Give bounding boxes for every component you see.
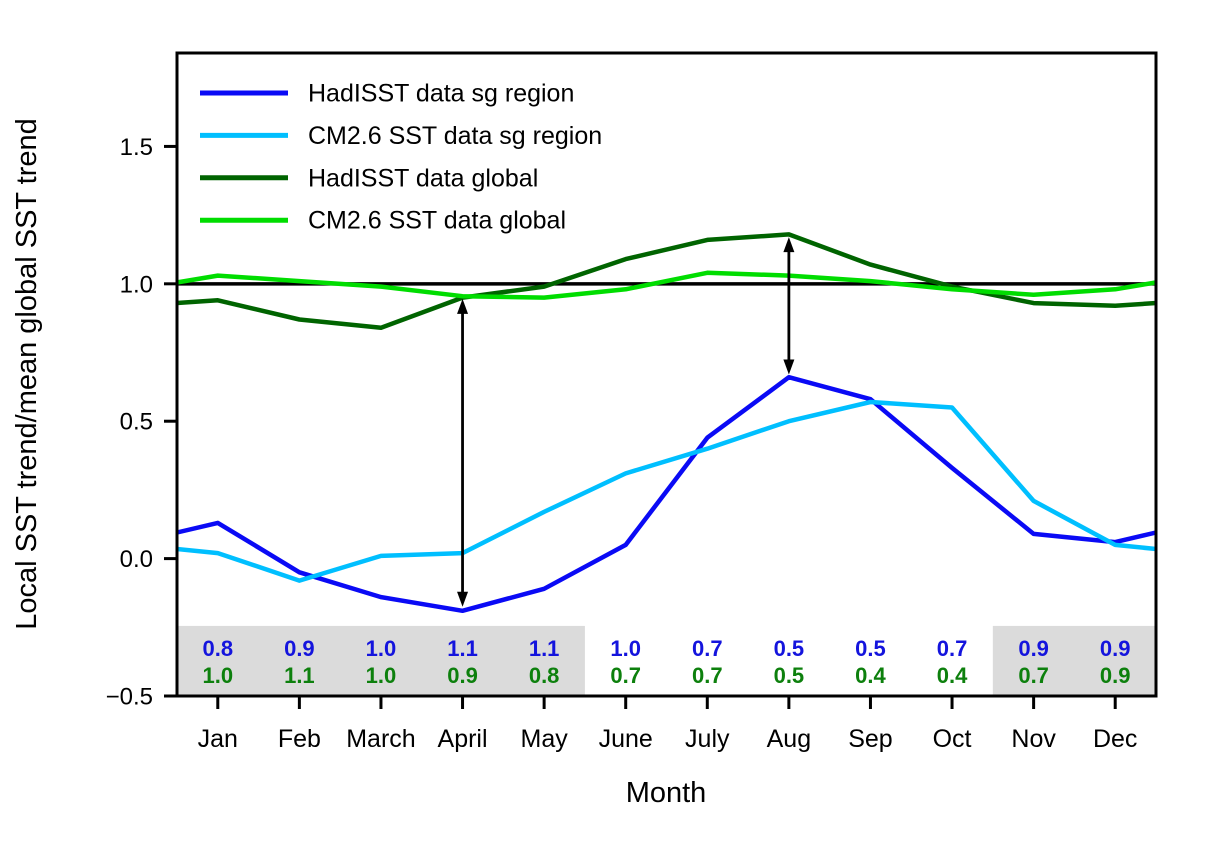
arrow-head-down-icon [457, 591, 469, 607]
annotation-value: 0.7 [610, 663, 641, 688]
annotation-value: 0.5 [774, 636, 805, 661]
y-axis-label: Local SST trend/mean global SST trend [11, 118, 43, 630]
legend-label-cm2-6-sst-data-global: CM2.6 SST data global [308, 207, 566, 235]
y-tick-label: 1.5 [120, 134, 153, 161]
x-tick-label: July [685, 725, 730, 753]
annotation-value: 0.4 [855, 663, 886, 688]
series-line-cm2-6-sst-data-sg-region [177, 399, 1156, 583]
annotation-value: 0.9 [1018, 636, 1049, 661]
annotation-value: 0.7 [692, 663, 723, 688]
y-tick-label: 0.5 [120, 409, 153, 436]
annotation-value: 0.9 [284, 636, 315, 661]
annotation-value: 1.1 [447, 636, 478, 661]
annotation-value: 0.8 [529, 663, 560, 688]
x-tick-label: March [346, 725, 415, 753]
annotation-value: 0.8 [202, 636, 233, 661]
annotation-value: 0.7 [692, 636, 723, 661]
series-line-hadisst-data-sg-region [177, 374, 1156, 614]
x-tick-label: May [521, 725, 569, 753]
y-tick-label: 1.0 [120, 271, 153, 298]
annotation-value: 0.5 [774, 663, 805, 688]
annotation-value: 0.9 [1100, 663, 1131, 688]
annotation-value: 0.4 [937, 663, 968, 688]
difference-arrows [457, 237, 795, 607]
x-tick-label: June [599, 725, 653, 753]
annotation-value: 1.0 [366, 663, 397, 688]
arrow-april [457, 298, 469, 607]
annotation-value: 0.7 [1018, 663, 1049, 688]
annotation-value: 0.5 [855, 636, 886, 661]
shaded-bands [177, 625, 1156, 696]
arrow-head-up-icon [783, 237, 795, 253]
legend-label-hadisst-data-sg-region: HadISST data sg region [308, 80, 574, 108]
x-tick-label: Oct [933, 725, 972, 753]
x-tick-label: Sep [848, 725, 892, 753]
annotation-value: 1.0 [610, 636, 641, 661]
axis-ticks [164, 144, 1117, 709]
tick-labels: −0.5 0.0 0.5 1.0 1.5 Jan Feb March April May June J… [106, 134, 1138, 753]
annotation-value: 1.1 [284, 663, 315, 688]
legend: HadISST data sg region CM2.6 SST data sg … [200, 80, 602, 235]
arrow-head-up-icon [457, 298, 469, 314]
x-tick-label: Jan [198, 725, 238, 753]
legend-label-cm2-6-sst-data-sg-region: CM2.6 SST data sg region [308, 122, 602, 150]
gray-band [177, 625, 585, 696]
x-axis-label: Month [626, 777, 707, 809]
legend-label-hadisst-data-global: HadISST data global [308, 164, 538, 192]
x-tick-label: Aug [767, 725, 811, 753]
series-line-cm2-6-sst-data-global [177, 270, 1156, 300]
data-series [177, 232, 1156, 614]
x-tick-label: Feb [278, 725, 321, 753]
plot-frame [175, 51, 1158, 698]
x-tick-label: Nov [1011, 725, 1056, 753]
annotation-value: 1.0 [202, 663, 233, 688]
y-tick-label: 0.0 [120, 546, 153, 573]
axes-frame [175, 51, 1158, 698]
arrow-aug [783, 237, 795, 375]
annotation-value: 0.9 [1100, 636, 1131, 661]
ratio-annotations: 0.8 0.9 1.0 1.1 1.1 1.0 0.7 0.5 0.5 0.7 0.9 0.91.0 1… [202, 636, 1130, 688]
annotation-value: 0.9 [447, 663, 478, 688]
x-tick-label: April [438, 725, 488, 753]
x-tick-label: Dec [1093, 725, 1137, 753]
annotation-value: 1.0 [366, 636, 397, 661]
gray-band [992, 625, 1156, 696]
arrow-head-down-icon [783, 359, 795, 375]
series-line-hadisst-data-global [177, 232, 1156, 331]
annotation-value: 1.1 [529, 636, 560, 661]
annotation-value: 0.7 [937, 636, 968, 661]
y-tick-label: −0.5 [106, 684, 153, 711]
